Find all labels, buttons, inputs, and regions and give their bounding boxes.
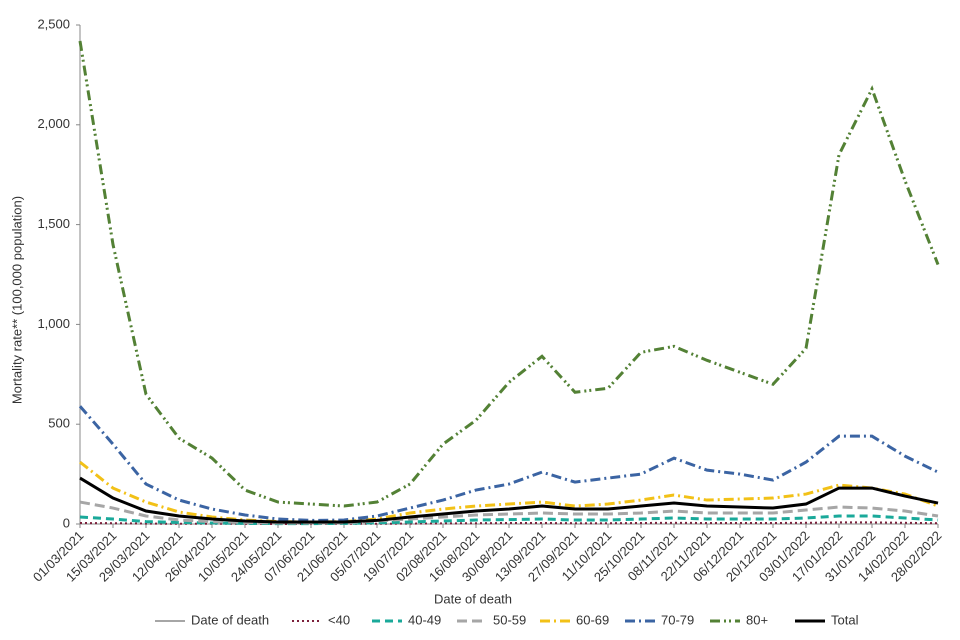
- legend-label: Date of death: [191, 612, 269, 627]
- y-tick-label: 2,500: [37, 16, 70, 31]
- y-tick-label: 500: [48, 416, 70, 431]
- y-tick-label: 1,500: [37, 216, 70, 231]
- y-axis-title: Mortality rate** (100,000 population): [9, 196, 24, 404]
- series-line: [78, 40, 940, 508]
- y-tick-label: 0: [63, 515, 70, 530]
- series-line: [79, 476, 939, 524]
- legend-label: 40-49: [408, 612, 441, 627]
- legend-label: 60-69: [576, 612, 609, 627]
- series-line: [79, 460, 939, 524]
- series-line: [79, 521, 939, 525]
- legend-label: 50-59: [493, 612, 526, 627]
- x-axis-title: Date of death: [434, 591, 512, 606]
- series-line: [78, 405, 939, 522]
- legend-label: <40: [328, 612, 350, 627]
- legend-label: 80+: [746, 612, 768, 627]
- legend-label: Total: [831, 612, 859, 627]
- y-tick-label: 1,000: [37, 316, 70, 331]
- legend-label: 70-79: [661, 612, 694, 627]
- y-tick-label: 2,000: [37, 116, 70, 131]
- series-line: [79, 500, 939, 525]
